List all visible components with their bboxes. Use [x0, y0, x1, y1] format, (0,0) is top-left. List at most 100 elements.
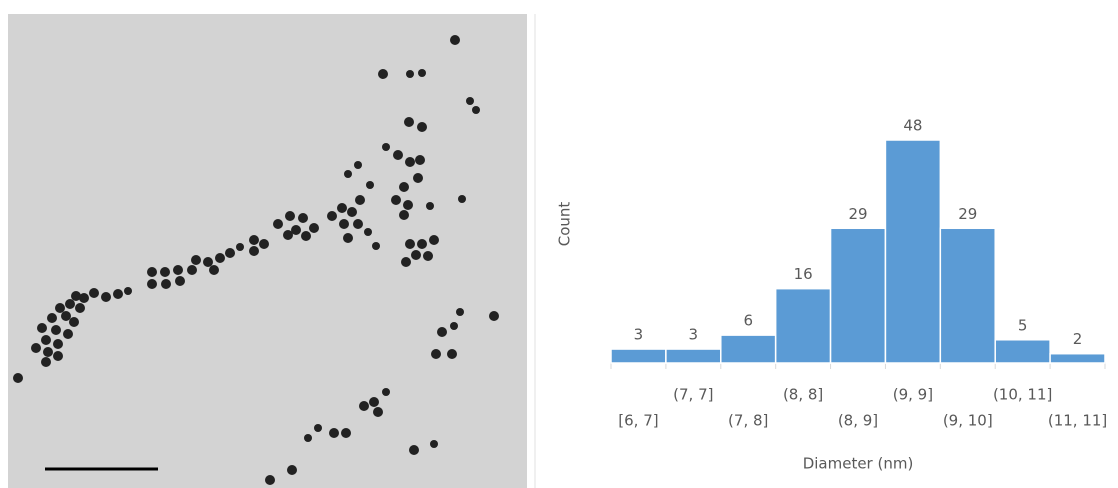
bar [940, 228, 995, 363]
x-tick-label: (8, 8] [783, 386, 823, 404]
data-label: 3 [634, 326, 644, 344]
particle [285, 211, 295, 221]
particle [489, 311, 499, 321]
particle [401, 257, 411, 267]
particle [341, 428, 351, 438]
particle [236, 243, 244, 251]
particle [450, 35, 460, 45]
particle [101, 292, 111, 302]
particle [411, 250, 421, 260]
bar [885, 140, 940, 363]
bar [831, 228, 886, 363]
particle [283, 230, 293, 240]
particle [314, 424, 322, 432]
particle [429, 235, 439, 245]
particle [447, 349, 457, 359]
x-tick-label: (7, 8] [728, 412, 768, 430]
particle [399, 182, 409, 192]
particle [437, 327, 447, 337]
data-label: 2 [1073, 330, 1083, 348]
particle [393, 150, 403, 160]
particle [89, 288, 99, 298]
particle [173, 265, 183, 275]
particle [265, 475, 275, 485]
particle [353, 219, 363, 229]
particle [47, 313, 57, 323]
particle [55, 303, 65, 313]
bar [1050, 354, 1105, 363]
particle [53, 351, 63, 361]
x-tick-label: (10, 11] [993, 386, 1052, 404]
particle [339, 219, 349, 229]
data-label: 3 [689, 326, 699, 344]
particle [405, 157, 415, 167]
particle [69, 317, 79, 327]
x-tick-label: (11, 11] [1048, 412, 1107, 430]
particle [382, 388, 390, 396]
particle [404, 117, 414, 127]
bar [776, 289, 831, 363]
particle [53, 339, 63, 349]
bar [611, 349, 666, 363]
particle [403, 200, 413, 210]
particle [287, 465, 297, 475]
particle [65, 299, 75, 309]
particle [187, 265, 197, 275]
particle [456, 308, 464, 316]
particle [472, 106, 480, 114]
particle [458, 195, 466, 203]
x-tick-label: [6, 7] [618, 412, 658, 430]
particle [415, 155, 425, 165]
particle [418, 69, 426, 77]
data-label: 29 [848, 205, 867, 223]
particle [344, 170, 352, 178]
particle [43, 347, 53, 357]
data-label: 16 [794, 265, 813, 283]
particle [343, 233, 353, 243]
particle [298, 213, 308, 223]
particle [417, 122, 427, 132]
x-tick-label: (9, 10] [943, 412, 993, 430]
particle [61, 311, 71, 321]
particle [431, 349, 441, 359]
particle [75, 303, 85, 313]
bar [666, 349, 721, 363]
particle [209, 265, 219, 275]
x-tick-label: (9, 9] [893, 386, 933, 404]
particle [203, 257, 213, 267]
particle [337, 203, 347, 213]
data-label: 29 [958, 205, 977, 223]
particle [426, 202, 434, 210]
particle [378, 69, 388, 79]
particle [215, 253, 225, 263]
particle [359, 401, 369, 411]
particle [304, 434, 312, 442]
particle [354, 161, 362, 169]
particle [347, 207, 357, 217]
particle [372, 242, 380, 250]
x-tick-label: (7, 7] [673, 386, 713, 404]
particle [329, 428, 339, 438]
page: {"chart_data": {"type": "bar", "categori… [0, 0, 1118, 488]
particle [417, 239, 427, 249]
micrograph-background [8, 14, 527, 488]
data-label: 6 [743, 312, 753, 330]
x-axis-label: Diameter (nm) [803, 455, 914, 473]
particle [225, 248, 235, 258]
figure: Count Diameter (nm) 3 [6, 7] 3 (7, 7] 6 (7, 8… [0, 0, 1118, 488]
y-axis-label: Count [556, 202, 574, 247]
bar [721, 335, 776, 363]
particle [175, 276, 185, 286]
particle [273, 219, 283, 229]
particle [13, 373, 23, 383]
particle [423, 251, 433, 261]
particle [160, 267, 170, 277]
particle [41, 335, 51, 345]
particle [147, 279, 157, 289]
data-label: 5 [1018, 316, 1028, 334]
data-label: 48 [903, 117, 922, 135]
particle [430, 440, 438, 448]
particle [249, 246, 259, 256]
particle [191, 255, 201, 265]
particle [373, 407, 383, 417]
